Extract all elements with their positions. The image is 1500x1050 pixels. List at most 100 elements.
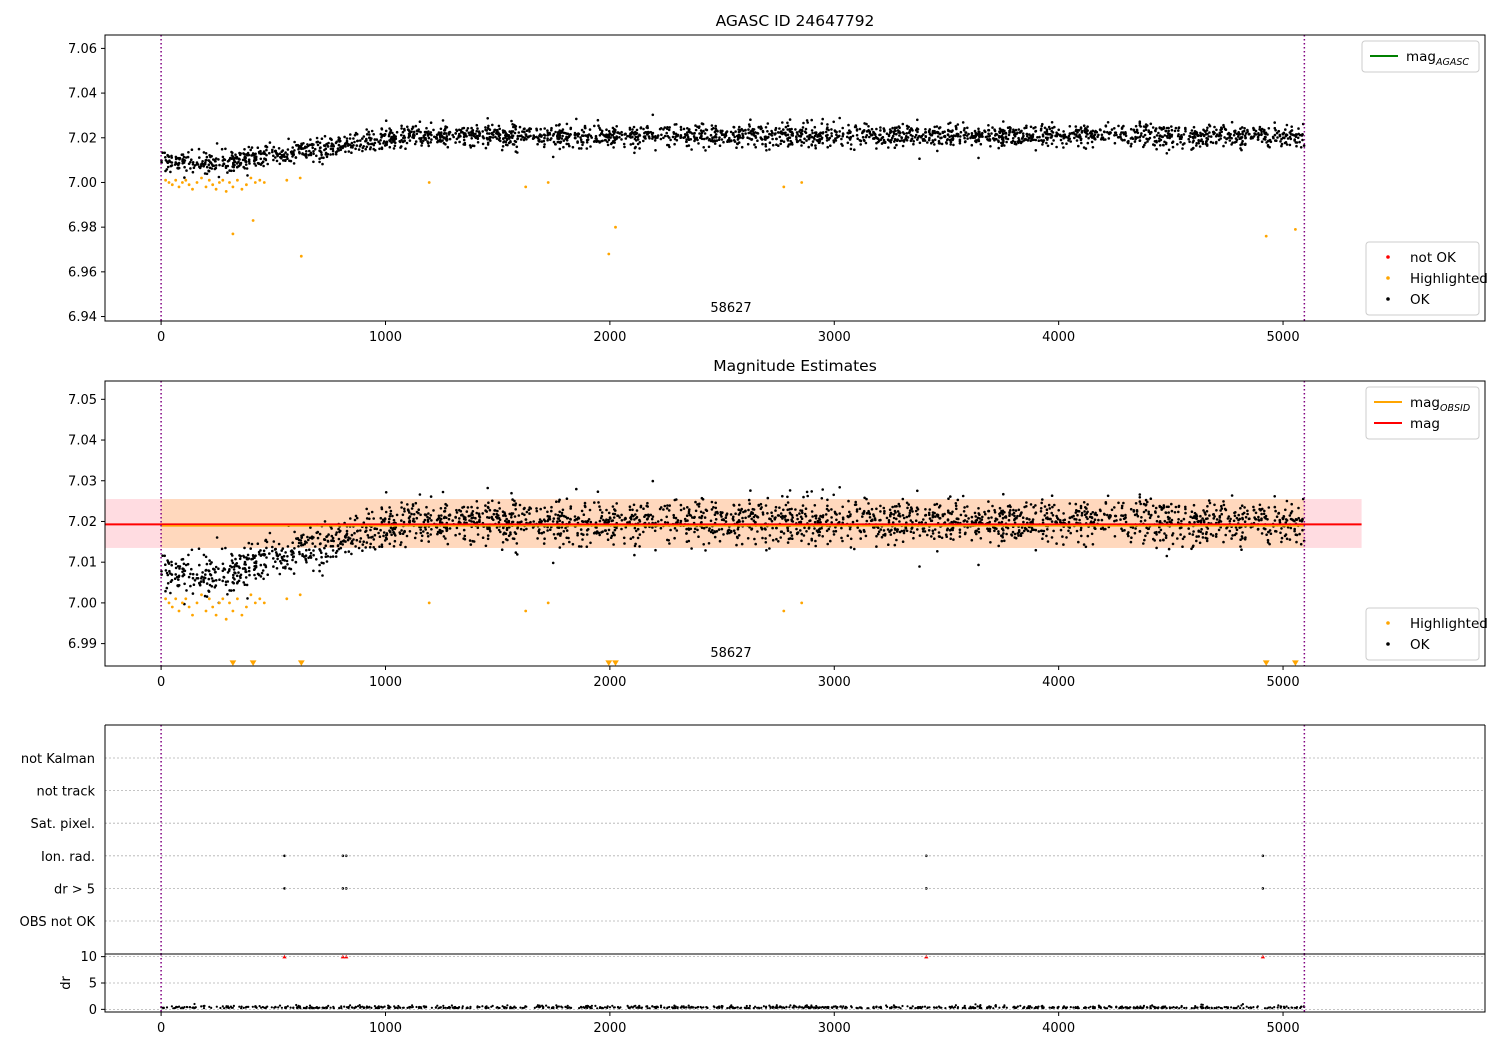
data-point-ok [481,130,485,133]
data-point-ok [1120,504,1124,508]
data-point-ok [1119,135,1122,139]
data-point-ok [1123,516,1127,520]
data-point-ok [685,514,689,517]
data-point-ok [593,531,597,534]
data-point-ok [256,161,260,165]
data-point-ok [1133,140,1137,143]
data-point-ok [1193,136,1197,139]
data-point-ok [604,139,607,142]
data-point-ok [388,506,391,509]
data-point-ok [1049,136,1052,139]
data-point-ok [576,140,579,143]
data-point-ok [316,536,320,540]
data-point-ok [928,513,931,517]
data-point-ok [936,550,939,553]
data-point-ok [943,521,947,524]
data-point-ok [254,554,257,557]
data-point-ok [1155,546,1158,550]
data-point-ok [470,137,474,140]
data-point-ok [1288,135,1292,139]
data-point-ok [514,508,517,511]
data-point-ok [315,140,319,144]
data-point-ok [766,122,770,125]
data-point-ok [696,503,699,506]
data-point-ok [638,545,641,548]
data-point-ok [1279,140,1282,143]
data-point-ok [550,505,553,509]
data-point-ok [312,569,315,573]
data-point-ok [407,136,410,139]
data-point-ok [754,514,757,517]
data-point-ok [1232,519,1236,523]
data-point-ok [1180,519,1183,523]
data-point-ok [1014,509,1018,512]
data-point-ok [369,142,373,146]
data-point-ok [774,509,777,512]
data-point-ok [243,156,246,159]
data-point-ok [1026,135,1029,138]
data-point-ok [952,143,955,147]
data-point-ok [782,128,785,131]
data-point-ok [826,498,829,502]
data-point-ok [1047,503,1051,507]
data-point-ok [213,167,217,171]
data-point-ok [1263,132,1266,135]
data-point-ok [486,537,490,541]
data-point-ok [525,527,528,531]
data-point-ok [994,517,998,520]
data-point-ok [872,137,875,140]
data-point-ok [679,503,683,507]
data-point-ok [1239,137,1243,140]
data-point-ok [1053,125,1056,129]
data-point-ok [756,139,759,142]
data-point-ok [277,147,281,150]
data-point-ok [556,526,559,529]
data-point-ok [891,126,894,130]
data-point-ok [322,156,325,160]
data-point-ok [253,159,256,162]
data-point-ok [343,142,347,146]
data-point-ok [1048,507,1052,510]
data-point-ok [1001,130,1004,134]
data-point-ok [599,128,602,131]
data-point-ok [1275,515,1279,518]
data-point-ok [175,575,179,579]
data-point-ok [859,537,862,540]
data-point-ok [433,135,436,139]
data-point-ok [335,531,339,534]
data-point-ok [937,139,941,143]
data-point-ok [348,137,352,140]
data-point-ok [1246,130,1249,133]
data-point-ok [464,133,467,136]
data-point-ok [720,515,723,518]
data-point-ok [645,126,648,129]
data-point-ok [798,512,801,515]
data-point-ok [931,529,935,533]
data-point-ok [334,551,338,555]
data-point-ok [849,135,853,139]
data-point-ok [208,154,211,157]
data-point-ok [391,514,394,518]
data-point-ok [651,113,655,117]
data-point-ok [177,163,180,167]
data-point-ok [535,509,539,513]
data-point-ok [931,532,935,535]
data-point-ok [398,140,402,143]
data-point-ok [1205,537,1209,540]
x|0-xtick-label: 4000 [1042,330,1075,345]
data-point-ok [795,135,798,138]
data-point-ok [518,521,522,524]
ytick-label: 6.98 [68,221,97,236]
data-point-ok [893,509,897,513]
data-point-ok [448,137,452,141]
panel-agasc: AGASC ID 24647792 0 1000 2000 3000 4000 50006… [68,12,1488,345]
data-point-ok [616,514,619,517]
data-point-ok [414,124,418,128]
data-point-ok [713,535,717,539]
data-point-ok [556,134,559,137]
data-point-ok [198,581,201,585]
data-point-ok [725,513,728,517]
data-point-ok [1113,127,1116,130]
data-point-highlighted [174,178,178,182]
